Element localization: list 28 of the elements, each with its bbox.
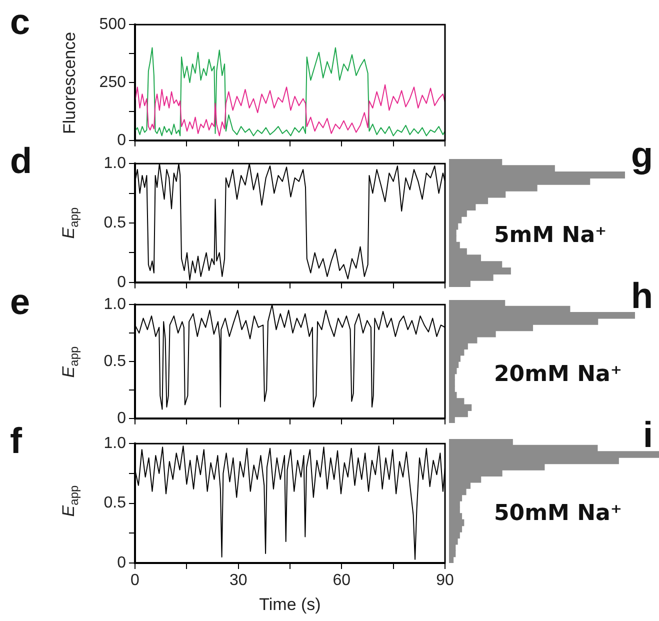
annotation: 5mM Na⁺ (494, 223, 607, 248)
chart-title: g (631, 134, 653, 175)
annotation: 50mM Na⁺ (494, 501, 622, 526)
x-axis-title: Time (s) (259, 595, 321, 615)
chart-title: h (631, 275, 653, 316)
y-tick-label: 0 (117, 274, 126, 291)
y-tick-label: 1.0 (104, 296, 126, 314)
annotation: 20mM Na⁺ (494, 362, 622, 386)
chart-title: f (10, 420, 22, 461)
y-tick-label: 0.5 (104, 214, 126, 232)
x-tick-label: 90 (436, 572, 454, 590)
y-tick-label: 0 (117, 554, 126, 572)
chart-title: e (10, 281, 30, 322)
x-tick-label: 0 (130, 572, 140, 590)
y-tick-label: 1.0 (104, 155, 126, 172)
chart-title: d (10, 140, 32, 181)
y-tick-label: 250 (99, 74, 126, 91)
y-tick-label: 0 (117, 132, 126, 149)
y-tick-label: 0 (117, 410, 126, 427)
y-tick-label: 0.5 (104, 352, 126, 370)
x-tick-label: 30 (229, 572, 248, 590)
y-axis-title: Fluorescence (60, 31, 80, 134)
x-tick-label: 60 (332, 572, 351, 590)
chart-title: c (10, 1, 30, 42)
y-tick-label: 0.5 (104, 494, 126, 512)
y-tick-label: 1.0 (104, 435, 126, 452)
chart-title: i (642, 414, 653, 455)
y-tick-label: 500 (99, 16, 126, 34)
